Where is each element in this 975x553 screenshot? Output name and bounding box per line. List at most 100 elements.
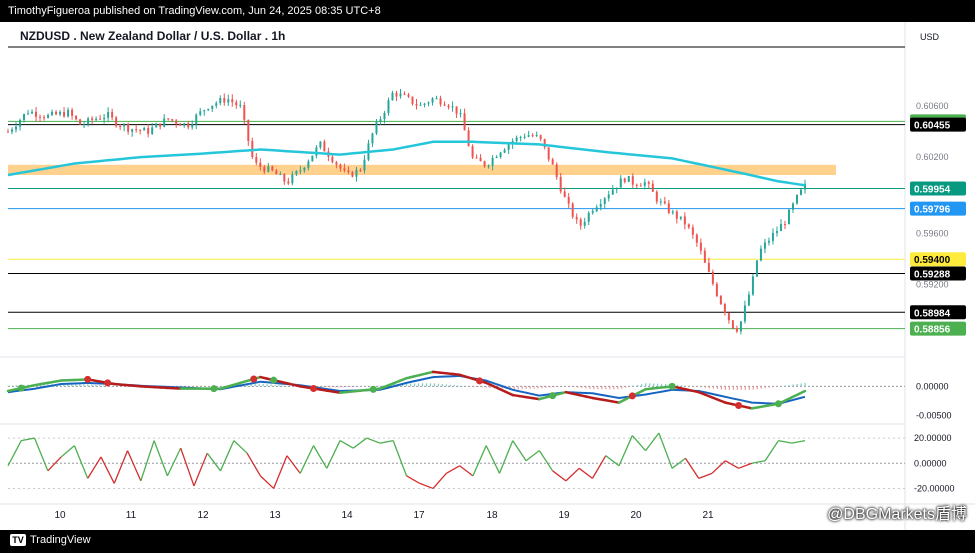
momentum-segment — [751, 460, 766, 464]
candle-body — [783, 224, 786, 226]
candle-body — [519, 137, 522, 139]
candle-body — [715, 283, 718, 296]
candle-body — [767, 240, 770, 243]
histogram-bar — [481, 386, 483, 388]
candle-body — [459, 113, 462, 115]
candle-body — [139, 129, 142, 131]
histogram-bar — [79, 384, 81, 387]
time-tick-label: 12 — [197, 510, 209, 521]
candle-body — [151, 127, 154, 134]
candle-body — [679, 216, 682, 219]
histogram-bar — [517, 386, 519, 390]
momentum-segment — [698, 472, 713, 479]
candle-body — [743, 305, 746, 322]
candle-body — [455, 106, 458, 114]
histogram-bar — [800, 383, 802, 387]
candle-body — [351, 172, 354, 177]
candle-body — [683, 216, 686, 225]
histogram-bar — [246, 384, 248, 387]
candle-body — [651, 183, 654, 192]
histogram-bar — [724, 386, 726, 390]
resistance-zone — [8, 164, 836, 176]
candle-body — [7, 131, 9, 133]
histogram-bar — [266, 384, 268, 387]
candle-body — [19, 120, 22, 127]
histogram-bar — [545, 386, 547, 388]
histogram-bar — [222, 385, 224, 387]
histogram-bar — [433, 383, 436, 387]
candle-body — [787, 209, 790, 225]
momentum-segment — [764, 440, 779, 462]
candle-body — [47, 114, 50, 118]
publisher-text: TimothyFigueroa published on TradingView… — [8, 5, 381, 17]
histogram-bar — [700, 386, 703, 388]
candle-body — [227, 99, 230, 103]
candle-body — [263, 166, 266, 172]
chart-panel[interactable]: NZDUSD . New Zealand Dollar / U.S. Dolla… — [0, 22, 975, 530]
chart-canvas[interactable]: NZDUSD . New Zealand Dollar / U.S. Dolla… — [0, 22, 975, 530]
cross-marker — [210, 385, 218, 393]
histogram-bar — [350, 386, 352, 387]
candle-body — [587, 212, 590, 222]
momentum-segment — [180, 447, 195, 487]
histogram-bar — [250, 384, 252, 387]
candle-body — [591, 211, 594, 213]
candle-body — [627, 176, 630, 182]
candle-body — [155, 123, 158, 128]
candle-body — [15, 126, 18, 130]
histogram-bar — [641, 384, 643, 387]
cross-marker — [84, 375, 92, 383]
histogram-bar — [47, 384, 49, 387]
momentum-segment — [126, 450, 142, 482]
candle-body — [607, 194, 610, 199]
currency-label: USD — [920, 32, 940, 42]
tradingview-logo[interactable]: TV TradingView — [10, 534, 91, 546]
candle-body — [143, 127, 146, 131]
candle-body — [703, 250, 706, 263]
histogram-bar — [625, 386, 627, 388]
histogram-bar — [720, 386, 723, 390]
histogram-bar — [601, 386, 603, 390]
histogram-bar — [262, 383, 264, 387]
time-tick-label: 18 — [486, 510, 498, 521]
histogram-bar — [716, 386, 719, 390]
momentum-tick-label: 0.00000 — [914, 458, 947, 468]
momentum-segment — [366, 437, 381, 444]
candle-body — [175, 120, 178, 124]
histogram-bar — [429, 383, 432, 387]
momentum-segment — [671, 457, 686, 469]
histogram-bar — [613, 386, 615, 390]
candle-body — [91, 118, 94, 120]
candle-body — [39, 116, 42, 118]
histogram-bar — [537, 386, 539, 389]
candle-body — [299, 170, 302, 172]
candle-body — [791, 203, 794, 210]
candle-body — [611, 189, 614, 195]
candle-body — [23, 114, 26, 121]
candle-body — [551, 159, 554, 165]
candle-body — [339, 164, 342, 169]
histogram-bar — [577, 386, 579, 388]
cross-marker — [735, 402, 743, 409]
candle-body — [727, 313, 730, 321]
histogram-bar — [553, 386, 555, 388]
histogram-bar — [657, 383, 659, 387]
time-tick-label: 17 — [413, 510, 425, 521]
candle-body — [279, 174, 282, 176]
candle-body — [563, 191, 566, 198]
histogram-bar — [609, 386, 611, 390]
momentum-segment — [392, 440, 408, 477]
momentum-segment — [578, 467, 593, 479]
histogram-bar — [457, 385, 460, 387]
momentum-segment — [591, 455, 607, 479]
histogram-bar — [409, 383, 412, 387]
time-tick-label: 14 — [341, 510, 353, 521]
momentum-segment — [60, 445, 75, 458]
momentum-segment — [485, 445, 501, 474]
candle-body — [575, 216, 578, 220]
candle-body — [295, 171, 298, 175]
histogram-bar — [67, 384, 69, 387]
candle-body — [211, 105, 214, 109]
price-line-tag — [910, 321, 966, 336]
histogram-bar — [318, 386, 320, 388]
